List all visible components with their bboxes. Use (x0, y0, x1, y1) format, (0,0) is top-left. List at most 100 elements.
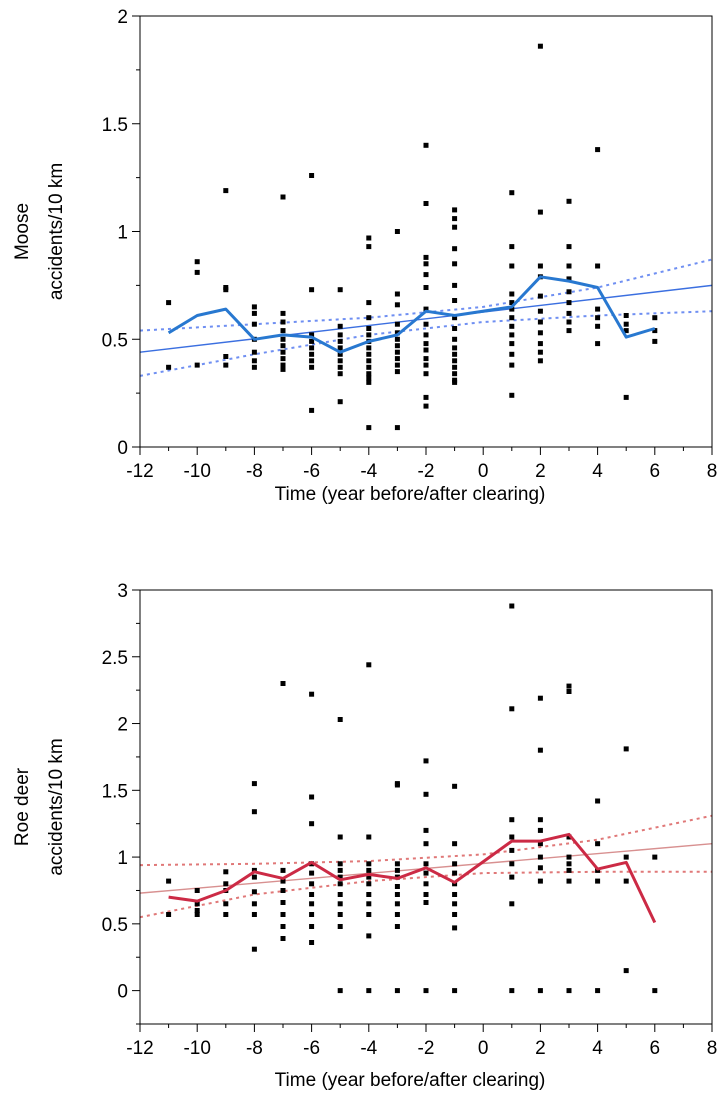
roe-data-point (423, 900, 429, 905)
moose-y-axis-title-line: accidents/10 km (46, 163, 67, 300)
moose-data-point (366, 364, 372, 370)
roe-data-point (566, 834, 572, 840)
moose-data-point (537, 330, 543, 336)
roe-data-point (366, 867, 372, 873)
moose-data-point (509, 351, 515, 357)
moose-data-point (394, 291, 400, 297)
roe-data-point (309, 940, 315, 945)
moose-data-point (509, 362, 515, 368)
moose-x-tick-label: 2 (535, 461, 546, 482)
roe-data-point (595, 841, 601, 847)
moose-x-tick-label: -10 (183, 461, 210, 482)
moose-data-point (566, 263, 572, 269)
moose-x-tick-label: 4 (592, 461, 603, 482)
moose-data-point (394, 369, 400, 375)
moose-data-point (366, 345, 372, 351)
roe-data-point (194, 901, 200, 907)
moose-data-point (452, 371, 458, 377)
roe-data-point (309, 821, 315, 827)
roe-data-point (452, 861, 458, 867)
moose-data-point (452, 224, 458, 230)
moose-data-point (452, 261, 458, 267)
moose-mean-line (167, 275, 656, 354)
roe-data-point (509, 603, 515, 609)
moose-data-point (509, 315, 515, 321)
moose-data-point (566, 244, 572, 250)
roe-deer-chart: -12 -10 -8 -6 -4 -2 0 2 4 6 8 0 0.5 1 1.5 2 2.5 3 Time (ye… (12, 581, 717, 1091)
roe-data-point (337, 901, 343, 907)
roe-data-point (194, 888, 200, 893)
roe-data-point (251, 889, 257, 895)
roe-data-point (623, 746, 629, 752)
moose-data-point (223, 362, 229, 368)
moose-data-point (366, 371, 372, 377)
moose-data-point (452, 298, 458, 303)
moose-data-point (366, 351, 372, 357)
roe-data-point (366, 662, 372, 668)
moose-data-point (595, 315, 601, 321)
roe-y-tick-label: 1 (117, 848, 128, 869)
moose-x-tick-label: -6 (303, 461, 320, 482)
moose-data-point (309, 351, 315, 357)
moose-data-point (394, 321, 400, 327)
roe-y-axis-title-line: accidents/10 km (46, 738, 67, 875)
roe-data-point (366, 874, 372, 880)
roe-ci-lower-line (139, 870, 712, 919)
roe-data-point (280, 912, 286, 917)
roe-data-point (537, 854, 543, 860)
roe-data-point (452, 912, 458, 917)
moose-data-point (366, 375, 372, 381)
roe-y-tick-label: 0 (117, 982, 128, 1003)
roe-data-point (566, 861, 572, 867)
moose-data-point (423, 254, 429, 260)
moose-data-point (566, 328, 572, 334)
moose-data-point (652, 315, 658, 321)
moose-data-point (394, 425, 400, 431)
moose-data-point (509, 323, 515, 329)
moose-data-point (166, 364, 172, 370)
moose-data-point (566, 300, 572, 306)
moose-data-point (595, 147, 601, 153)
roe-data-point (423, 892, 429, 897)
moose-x-tick-label: -4 (360, 461, 377, 482)
moose-data-point (537, 349, 543, 355)
moose-data-point (280, 362, 286, 368)
moose-data-point (251, 321, 257, 327)
moose-data-point (537, 43, 543, 49)
moose-data-point (251, 358, 257, 364)
roe-data-point (566, 683, 572, 689)
roe-data-point (280, 867, 286, 873)
moose-data-point (309, 364, 315, 370)
moose-data-point (251, 310, 257, 316)
roe-data-point (452, 925, 458, 931)
roe-data-point (423, 841, 429, 847)
roe-data-point (394, 924, 400, 929)
roe-data-point (337, 912, 343, 917)
moose-data-point (537, 209, 543, 215)
roe-data-point (509, 874, 515, 880)
moose-data-point (423, 403, 429, 409)
roe-data-point (337, 717, 343, 722)
moose-data-point (509, 341, 515, 347)
moose-data-point (223, 188, 229, 194)
moose-data-point (509, 244, 515, 250)
roe-data-point (366, 861, 372, 867)
moose-x-axis-title: Time (year before/after clearing) (275, 484, 546, 505)
moose-data-point (337, 371, 343, 377)
roe-data-point (280, 924, 286, 929)
roe-data-point (566, 689, 572, 694)
moose-data-point (452, 336, 458, 342)
moose-y-tick-label: 0.5 (102, 330, 128, 351)
moose-data-point (566, 198, 572, 204)
roe-data-point (452, 892, 458, 897)
roe-data-point (537, 988, 543, 994)
roe-data-point (537, 747, 543, 753)
moose-data-point (366, 235, 372, 241)
moose-data-point (394, 336, 400, 342)
moose-data-point (423, 142, 429, 148)
moose-data-point (280, 343, 286, 349)
moose-data-point (366, 244, 372, 250)
moose-data-point (566, 319, 572, 325)
roe-plot-frame (139, 589, 713, 1025)
